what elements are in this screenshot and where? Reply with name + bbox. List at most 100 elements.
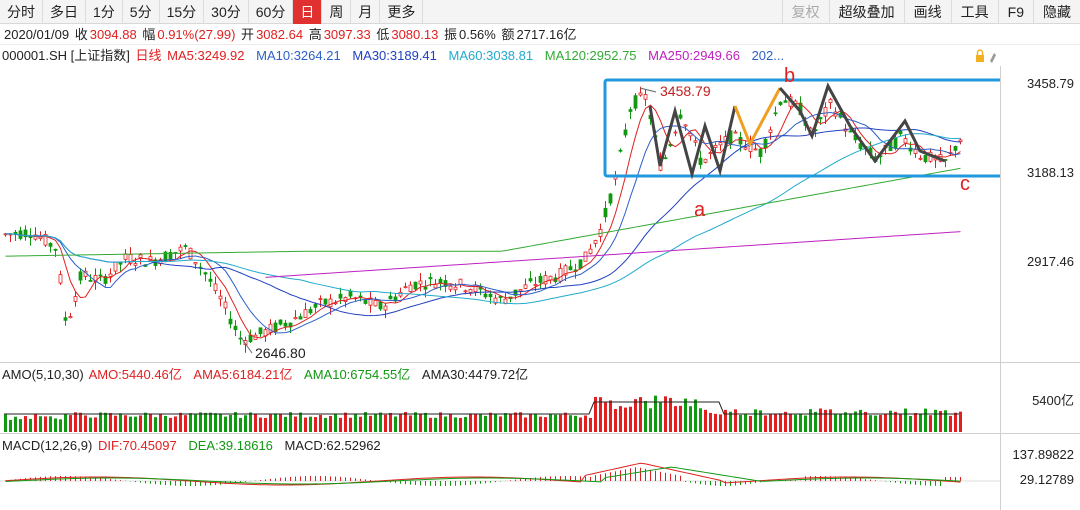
high-price-label: 3458.79 <box>660 83 711 99</box>
tools-toolbar: 复权 超级叠加 画线 工具 F9 隐藏 <box>781 0 1080 24</box>
candle-body <box>923 155 928 163</box>
amo-bar <box>104 412 107 432</box>
dif-value: DIF:70.45097 <box>97 438 177 453</box>
kline-chart[interactable]: 3458.79 2646.80 a b c <box>0 66 1000 362</box>
amo-bar <box>669 397 672 432</box>
amo-bar <box>414 412 417 432</box>
candle-body <box>233 325 238 331</box>
candle-body <box>383 305 388 311</box>
tool-button-3[interactable]: 工具 <box>950 0 998 24</box>
period-tab-2[interactable]: 1分 <box>86 0 123 24</box>
candle-body <box>413 281 418 290</box>
amo-bar <box>179 412 182 432</box>
amo-bar <box>379 412 382 432</box>
candle-body <box>448 285 453 290</box>
amo-bar <box>554 414 557 432</box>
amo-chart[interactable] <box>0 384 1000 432</box>
ma10-value: MA10:3264.21 <box>256 48 341 63</box>
amo-bar <box>889 410 892 432</box>
open-label: 开 <box>241 27 255 42</box>
candle-body <box>703 158 708 163</box>
amo-bar <box>649 408 652 432</box>
tool-button-0[interactable]: 复权 <box>781 0 829 24</box>
amo-bar <box>934 409 937 432</box>
candle-body <box>818 117 823 120</box>
period-tab-8[interactable]: 周 <box>322 0 352 24</box>
amo-bar <box>284 416 287 432</box>
period-tab-3[interactable]: 5分 <box>123 0 160 24</box>
candle-body <box>903 138 908 144</box>
amo-bar <box>339 417 342 432</box>
amo-bar <box>204 412 207 432</box>
candle-body <box>223 301 228 309</box>
amo-bar <box>609 400 612 432</box>
amo-bar <box>814 411 817 432</box>
amo-bar <box>599 397 602 432</box>
amo-bar <box>524 417 527 432</box>
amo-bar <box>719 414 722 432</box>
amo-bar <box>839 414 842 432</box>
candle-body <box>123 253 128 260</box>
candle-body <box>403 286 408 289</box>
amo-bar <box>894 411 897 432</box>
amo-bar <box>494 413 497 432</box>
candle-body <box>773 112 778 115</box>
amo-bar <box>424 412 427 432</box>
amo-bar <box>574 415 577 432</box>
period-tab-4[interactable]: 15分 <box>160 0 205 24</box>
period-tab-9[interactable]: 月 <box>351 0 381 24</box>
candle-body <box>373 300 378 307</box>
candle-body <box>303 309 308 318</box>
candle-body <box>98 274 103 277</box>
amo-bar <box>234 412 237 432</box>
candle-body <box>88 279 93 282</box>
ma-more[interactable]: 202... <box>751 48 785 63</box>
amount-label: 额 <box>501 27 515 42</box>
macd-chart[interactable] <box>0 455 1000 510</box>
amo-bar <box>629 406 632 432</box>
tool-button-5[interactable]: 隐藏 <box>1033 0 1080 24</box>
candle-body <box>388 295 393 300</box>
amo-bar <box>829 409 832 432</box>
tool-button-2[interactable]: 画线 <box>903 0 951 24</box>
amo-bar <box>199 412 202 432</box>
tool-button-1[interactable]: 超级叠加 <box>828 0 904 24</box>
candle-body <box>633 95 638 109</box>
candle-body <box>498 296 503 299</box>
price-axis-top: 3458.79 <box>1027 76 1074 91</box>
amo-bar <box>259 417 262 432</box>
candle-body <box>213 283 218 292</box>
amo-bar <box>709 412 712 432</box>
candle-body <box>688 133 693 137</box>
candle-body <box>783 100 788 103</box>
candle-body <box>418 280 423 285</box>
period-tab-0[interactable]: 分时 <box>0 0 43 24</box>
candle-body <box>243 340 248 346</box>
amo-bar <box>489 412 492 432</box>
amo-bar <box>644 401 647 432</box>
candle-body <box>113 261 118 272</box>
amo-divider <box>0 362 1080 363</box>
lock-icon[interactable] <box>970 47 1000 65</box>
ma120-value: MA120:2952.75 <box>544 48 637 63</box>
amo-bar <box>529 413 532 432</box>
candle-body <box>58 274 63 284</box>
period-tab-6[interactable]: 60分 <box>249 0 294 24</box>
period-tab-5[interactable]: 30分 <box>204 0 249 24</box>
ma-legend: 000001.SH [上证指数] 日线 MA5:3249.92 MA10:326… <box>0 46 792 66</box>
period-tab-10[interactable]: 更多 <box>380 0 424 24</box>
amo-bar <box>74 412 77 432</box>
tool-button-4[interactable]: F9 <box>997 0 1033 24</box>
quote-date: 2020/01/09 <box>4 27 70 42</box>
period-tab-1[interactable]: 多日 <box>43 0 86 24</box>
period-tab-7[interactable]: 日 <box>293 0 323 24</box>
zigzag-line-1 <box>648 105 737 180</box>
amo-bar <box>879 414 882 432</box>
amo-bar <box>294 416 297 432</box>
ama30-line <box>4 401 959 415</box>
amo-bar <box>464 416 467 432</box>
macd-axis-mid: 29.12789 <box>1019 472 1074 487</box>
ma250-line <box>265 231 961 278</box>
amo-bar <box>919 414 922 432</box>
amo-bar <box>704 409 707 432</box>
